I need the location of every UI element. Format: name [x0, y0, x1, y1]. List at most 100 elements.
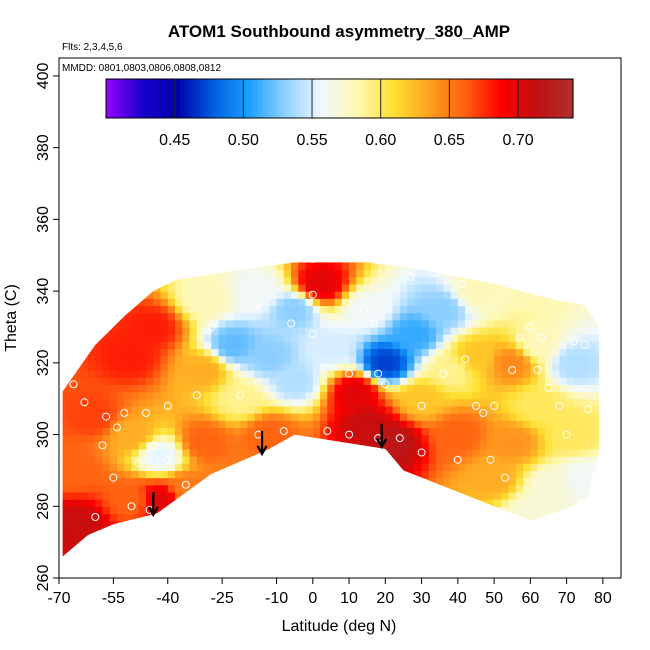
heat-cell — [530, 405, 539, 414]
colorbar-cell — [561, 79, 566, 118]
heat-cell — [370, 341, 379, 350]
heat-cell — [574, 248, 582, 256]
heat-cell — [595, 427, 600, 436]
heat-cell — [588, 326, 597, 335]
heat-cell — [465, 319, 473, 328]
heat-cell — [283, 470, 292, 479]
heat-cell — [378, 405, 386, 414]
heat-cell — [428, 283, 437, 292]
heat-cell — [486, 527, 495, 536]
heat-cell — [327, 405, 336, 414]
heat-cell — [204, 491, 212, 500]
heat-cell — [501, 564, 509, 572]
heat-cell — [95, 283, 104, 292]
colorbar-cell — [316, 79, 321, 118]
heat-cell — [530, 370, 539, 378]
heat-cell — [581, 534, 589, 543]
heat-cell — [363, 542, 372, 550]
heat-cell — [298, 520, 307, 529]
heat-cell — [472, 370, 481, 378]
heat-cell — [428, 405, 437, 414]
heat-cell — [385, 413, 394, 421]
heat-cell — [494, 370, 502, 378]
heat-cell — [407, 413, 415, 421]
heat-cell — [566, 291, 575, 299]
heat-cell — [327, 527, 336, 536]
heat-cell — [595, 398, 600, 407]
heat-cell — [73, 513, 82, 522]
heat-cell — [392, 484, 401, 493]
heat-cell — [530, 391, 539, 400]
colorbar-cell — [565, 79, 570, 118]
heat-cell — [73, 556, 82, 557]
heat-cell — [291, 542, 299, 550]
heat-cell — [450, 477, 459, 486]
heat-cell — [443, 248, 451, 256]
heat-cell — [610, 270, 618, 278]
heat-cell — [516, 564, 524, 572]
heat-cell — [283, 334, 292, 342]
observation-point — [236, 391, 245, 400]
heat-cell — [457, 348, 466, 357]
heat-cell — [204, 564, 212, 572]
heat-cell — [298, 391, 307, 400]
heat-cell — [342, 564, 350, 572]
heat-cell — [146, 470, 154, 479]
colorbar-cell — [569, 79, 574, 118]
heat-cell — [457, 527, 466, 536]
heat-cell — [95, 484, 104, 493]
heat-cell — [566, 556, 575, 557]
heat-cell — [378, 326, 386, 335]
heat-cell — [124, 305, 133, 314]
heat-cell — [515, 405, 524, 414]
heat-cell — [581, 527, 589, 536]
heat-cell — [544, 527, 553, 536]
heat-cell — [313, 564, 321, 572]
heat-cell — [407, 348, 415, 357]
heat-cell — [349, 377, 357, 385]
heat-cell — [363, 463, 372, 472]
heat-cell — [552, 362, 560, 371]
heat-cell — [414, 434, 423, 443]
heat-cell — [109, 377, 118, 385]
heat-cell — [341, 420, 350, 428]
heat-cell — [559, 398, 568, 407]
heat-cell — [160, 499, 169, 507]
heat-cell — [479, 463, 488, 472]
heat-cell — [95, 276, 104, 285]
heat-cell — [62, 527, 67, 536]
heat-cell — [320, 556, 328, 557]
heat-cell — [494, 276, 502, 285]
heat-cell — [320, 527, 328, 536]
heat-cell — [189, 448, 198, 457]
heat-cell — [566, 420, 575, 428]
heat-cell — [219, 564, 227, 572]
heat-cell — [225, 370, 234, 378]
heat-cell — [588, 283, 597, 292]
heat-cell — [457, 484, 466, 493]
heat-cell — [595, 276, 600, 285]
heat-cell — [559, 420, 568, 428]
heat-cell — [530, 441, 539, 450]
heat-cell — [349, 441, 357, 450]
heat-cell — [588, 441, 597, 450]
heat-cell — [610, 384, 618, 392]
heat-cell — [298, 362, 307, 371]
heat-cell — [146, 463, 154, 472]
heat-cell — [428, 276, 437, 285]
heat-cell — [581, 262, 589, 264]
heat-cell — [189, 398, 198, 407]
heat-cell — [298, 534, 307, 543]
heat-cell — [479, 491, 488, 500]
heat-cell — [581, 362, 589, 371]
heat-cell — [523, 463, 531, 472]
heat-cell — [566, 413, 575, 421]
heat-cell — [428, 362, 437, 371]
heat-cell — [544, 420, 553, 428]
x-tick-label: -40 — [156, 590, 179, 607]
heat-cell — [138, 556, 147, 557]
heat-cell — [254, 405, 263, 414]
heat-cell — [400, 248, 408, 256]
heat-cell — [450, 542, 459, 550]
heat-cell — [573, 491, 582, 500]
